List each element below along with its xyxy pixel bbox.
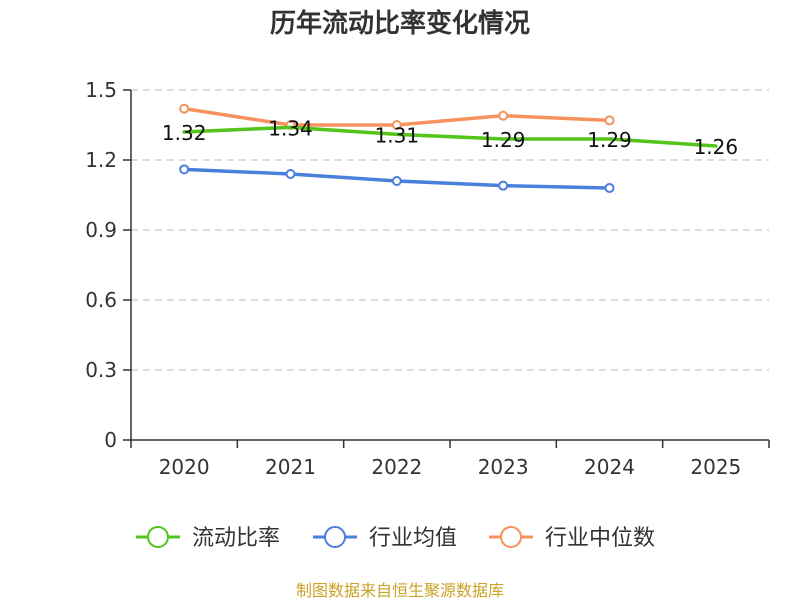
data-label: 1.26 — [694, 135, 739, 159]
data-labels: 1.32 1.34 1.31 1.29 1.29 1.26 — [162, 116, 738, 159]
legend-marker — [324, 526, 346, 548]
legend-item: 行业中位数 — [489, 526, 655, 551]
legend-label: 行业均值 — [369, 526, 457, 551]
data-point — [391, 120, 402, 130]
y-tick-label: 1.5 — [85, 78, 117, 102]
data-point — [391, 176, 402, 186]
y-tick-label: 0.9 — [85, 218, 117, 242]
chart-title: 历年流动比率变化情况 — [270, 8, 530, 39]
x-tick-label: 2020 — [159, 455, 210, 479]
data-label: 1.31 — [375, 123, 420, 147]
source-note: 制图数据来自恒生聚源数据库 — [296, 581, 504, 600]
data-label: 1.32 — [162, 121, 207, 145]
legend: 流动比率 行业均值 行业中位数 — [136, 526, 655, 551]
legend-label: 流动比率 — [192, 526, 280, 551]
y-tick-label: 0 — [104, 428, 117, 452]
data-point — [285, 169, 296, 179]
y-tick-label: 1.2 — [85, 148, 117, 172]
data-label: 1.29 — [587, 128, 632, 152]
legend-label: 行业中位数 — [545, 526, 655, 551]
data-point — [498, 180, 509, 191]
y-tick-label: 0.3 — [85, 358, 117, 382]
legend-item: 行业均值 — [313, 526, 457, 551]
y-tick-label: 0.6 — [85, 288, 117, 312]
data-point — [179, 103, 190, 114]
series-layer — [179, 103, 718, 193]
x-tick-label: 2024 — [584, 455, 635, 479]
legend-item: 流动比率 — [136, 526, 280, 551]
legend-marker — [500, 526, 522, 548]
x-tick-label: 2022 — [371, 455, 422, 479]
data-point — [604, 183, 615, 193]
x-tick-label: 2023 — [478, 455, 529, 479]
data-label: 1.29 — [481, 128, 526, 152]
data-label: 1.34 — [268, 116, 313, 140]
grid-lines — [131, 89, 769, 371]
series-line — [182, 125, 718, 148]
data-point — [179, 164, 190, 175]
x-tick-label: 2021 — [265, 455, 316, 479]
legend-marker — [147, 526, 169, 548]
data-point — [604, 115, 615, 126]
axes: 0 0.3 0.6 0.9 1.2 1.5 2020 2021 2022 2023 2024 2025 — [85, 78, 770, 479]
x-tick-label: 2025 — [690, 455, 741, 479]
data-point — [498, 110, 509, 121]
